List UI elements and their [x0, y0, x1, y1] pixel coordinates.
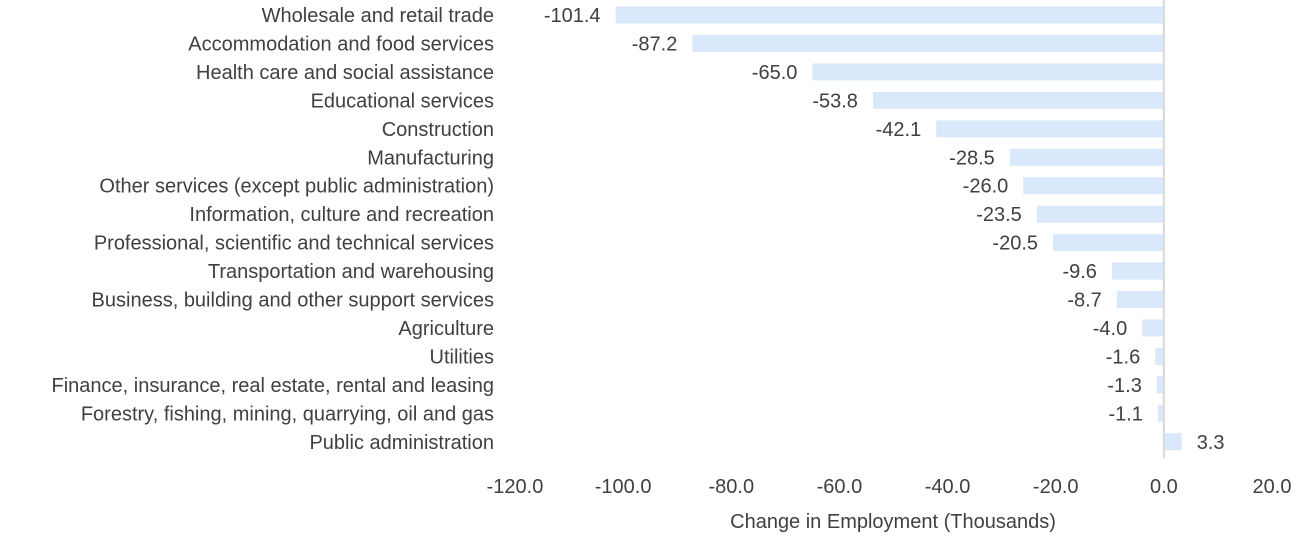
- bar-7: [1036, 205, 1164, 223]
- category-label: Manufacturing: [367, 147, 494, 169]
- category-label: Wholesale and retail trade: [262, 5, 494, 27]
- data-label: -53.8: [812, 90, 858, 112]
- category-label: Agriculture: [398, 318, 494, 340]
- data-label: -65.0: [752, 62, 798, 84]
- data-label: -1.3: [1107, 375, 1141, 397]
- category-label: Public administration: [309, 432, 494, 454]
- bar-1: [692, 34, 1164, 52]
- category-label: Other services (except public administra…: [99, 176, 494, 198]
- bar-15: [1163, 433, 1182, 451]
- bar-10: [1116, 291, 1164, 308]
- bar-2: [812, 63, 1164, 81]
- category-label: Utilities: [430, 346, 494, 368]
- x-axis-ticks: -120.0 -100.0 -80.0 -60.0 -40.0 -20.0 0.0 20.0: [487, 476, 1292, 498]
- bar-5: [1009, 148, 1164, 166]
- category-label: Transportation and warehousing: [208, 261, 494, 283]
- data-labels: -101.4 -87.2 -65.0 -53.8 -42.1 -28.5 -26.0 -23.…: [544, 5, 1225, 454]
- x-tick-label: -40.0: [925, 476, 971, 498]
- bar-13: [1156, 376, 1164, 394]
- data-label: 3.3: [1197, 432, 1225, 454]
- x-tick-label: 20.0: [1253, 476, 1292, 498]
- x-tick-label: -100.0: [595, 476, 652, 498]
- data-label: -8.7: [1067, 290, 1101, 312]
- bar-9: [1111, 262, 1164, 280]
- x-tick-label: -80.0: [708, 476, 754, 498]
- data-label: -9.6: [1062, 261, 1096, 283]
- data-label: -101.4: [544, 5, 601, 27]
- data-label: -42.1: [876, 119, 922, 141]
- data-label: -4.0: [1093, 318, 1127, 340]
- category-label: Health care and social assistance: [196, 62, 494, 84]
- bar-11: [1142, 319, 1164, 337]
- data-label: -1.6: [1106, 346, 1140, 368]
- x-tick-label: -120.0: [487, 476, 544, 498]
- bars-layer: [615, 6, 1182, 451]
- category-label: Accommodation and food services: [188, 33, 494, 55]
- category-label: Forestry, fishing, mining, quarrying, oi…: [81, 403, 494, 425]
- category-label: Professional, scientific and technical s…: [94, 233, 494, 255]
- data-label: -87.2: [632, 33, 678, 55]
- category-label: Finance, insurance, real estate, rental …: [52, 375, 495, 397]
- category-label: Educational services: [311, 90, 494, 112]
- bar-14: [1157, 404, 1164, 422]
- x-tick-label: 0.0: [1150, 476, 1178, 498]
- bar-3: [872, 91, 1164, 109]
- data-label: -1.1: [1108, 403, 1142, 425]
- data-label: -23.5: [976, 204, 1022, 226]
- x-axis-title: Change in Employment (Thousands): [730, 511, 1056, 533]
- category-label: Construction: [382, 119, 494, 141]
- bar-0: [615, 6, 1164, 24]
- bar-12: [1155, 347, 1164, 365]
- category-label: Information, culture and recreation: [189, 204, 494, 226]
- category-label: Business, building and other support ser…: [92, 290, 494, 312]
- bar-4: [936, 120, 1164, 138]
- bar-8: [1053, 234, 1164, 252]
- data-label: -28.5: [949, 147, 995, 169]
- category-labels: Wholesale and retail trade Accommodation …: [52, 5, 495, 454]
- x-tick-label: -20.0: [1033, 476, 1079, 498]
- data-label: -26.0: [963, 176, 1009, 198]
- x-tick-label: -60.0: [817, 476, 863, 498]
- data-label: -20.5: [992, 233, 1038, 255]
- bar-6: [1023, 177, 1164, 195]
